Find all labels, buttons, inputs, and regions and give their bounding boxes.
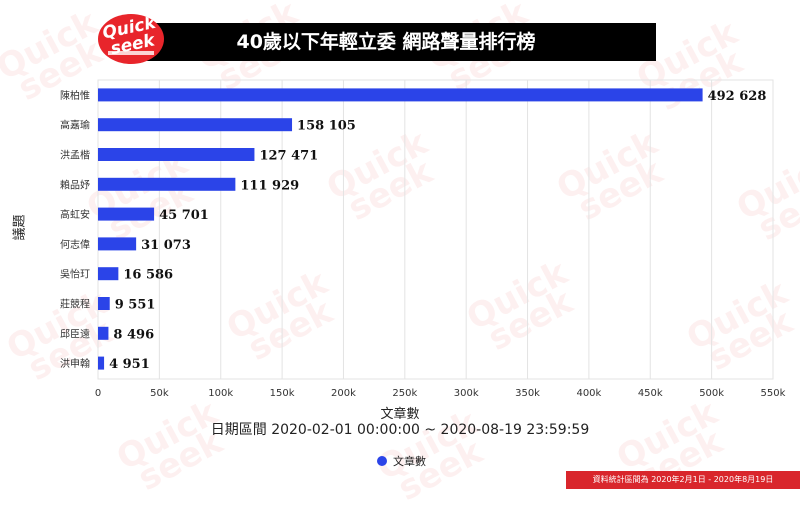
bar-value-label: 31 073 — [141, 238, 191, 253]
bar-value-label: 127 471 — [259, 149, 318, 164]
x-tick-label: 500k — [699, 388, 724, 399]
bar-value-label: 8 496 — [113, 327, 154, 342]
bar-value-label: 4 951 — [109, 357, 150, 372]
x-axis-label: 文章數 — [380, 407, 420, 422]
legend[interactable]: 文章數 — [377, 453, 426, 469]
chart-title: 40歲以下年輕立委 網路聲量排行榜 — [236, 31, 536, 53]
x-tick-label: 200k — [331, 388, 356, 399]
x-tick-label: 350k — [515, 388, 540, 399]
bar — [98, 326, 109, 340]
bar-value-label: 111 929 — [240, 178, 299, 193]
quickseek-logo: Quick seek — [98, 14, 164, 64]
x-tick-label: 250k — [392, 388, 417, 399]
category-label: 高虹安 — [60, 208, 90, 221]
category-label: 賴品妤 — [60, 178, 90, 191]
date-range-subtitle: 日期區間 2020-02-01 00:00:00 ~ 2020-08-19 23… — [210, 422, 590, 438]
logo-subline — [108, 51, 154, 55]
bar — [98, 237, 137, 251]
y-axis-label: 議題 — [12, 214, 28, 241]
x-tick-label: 450k — [638, 388, 663, 399]
x-tick-label: 300k — [454, 388, 479, 399]
bar-value-label: 492 628 — [708, 89, 767, 104]
category-label: 陳柏惟 — [60, 89, 90, 102]
bar — [98, 207, 155, 221]
category-label: 吳怡玎 — [60, 268, 90, 281]
x-tick-label: 0 — [95, 388, 101, 399]
bar-value-label: 9 551 — [115, 298, 156, 313]
category-label: 高嘉瑜 — [60, 119, 90, 132]
category-label: 洪孟楷 — [60, 149, 90, 162]
bar — [98, 356, 105, 370]
bar-value-label: 45 701 — [159, 208, 209, 223]
x-tick-label: 550k — [761, 388, 786, 399]
x-tick-label: 50k — [150, 388, 169, 399]
legend-label: 文章數 — [393, 455, 426, 468]
category-label: 邱臣遠 — [60, 327, 90, 340]
bar — [98, 118, 293, 132]
x-tick-label: 400k — [576, 388, 601, 399]
bar — [98, 148, 255, 161]
bar-value-label: 158 105 — [297, 119, 356, 134]
chart-title-banner: 40歲以下年輕立委 網路聲量排行榜 — [116, 23, 656, 61]
bar-value-label: 16 586 — [123, 268, 173, 283]
x-tick-label: 100k — [208, 388, 233, 399]
bar — [98, 88, 703, 102]
bar-chart: 0 50k 100k 150k 200k 250k 300k 350k 400k 450k 500k… — [60, 79, 786, 399]
category-label: 洪申翰 — [60, 357, 90, 370]
footer-note: 資料統計區間為 2020年2月1日 - 2020年8月19日 — [566, 471, 800, 489]
category-label: 莊競程 — [60, 298, 90, 311]
bar — [98, 267, 119, 281]
category-label: 何志偉 — [60, 238, 90, 251]
bar — [98, 297, 110, 310]
legend-marker — [377, 456, 387, 466]
x-tick-label: 150k — [270, 388, 295, 399]
bar — [98, 177, 236, 191]
